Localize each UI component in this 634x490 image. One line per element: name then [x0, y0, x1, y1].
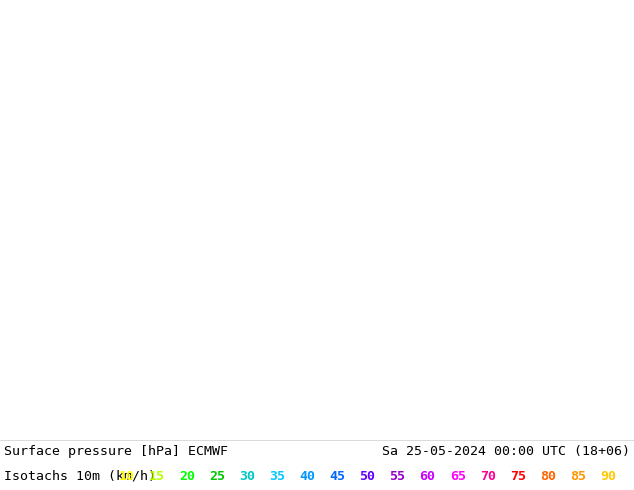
Text: 15: 15 — [149, 469, 165, 483]
Text: Isotachs 10m (km/h): Isotachs 10m (km/h) — [4, 469, 156, 483]
Text: Surface pressure [hPa] ECMWF: Surface pressure [hPa] ECMWF — [4, 444, 228, 458]
Text: 80: 80 — [540, 469, 556, 483]
Text: 90: 90 — [600, 469, 616, 483]
Text: 70: 70 — [480, 469, 496, 483]
Text: 50: 50 — [359, 469, 375, 483]
Text: Sa 25-05-2024 00:00 UTC (18+06): Sa 25-05-2024 00:00 UTC (18+06) — [382, 444, 630, 458]
Text: 55: 55 — [389, 469, 406, 483]
Text: 10: 10 — [119, 469, 135, 483]
Text: 85: 85 — [570, 469, 586, 483]
Text: 30: 30 — [239, 469, 256, 483]
Text: 40: 40 — [299, 469, 315, 483]
Text: 60: 60 — [420, 469, 436, 483]
Text: 25: 25 — [209, 469, 225, 483]
Text: 35: 35 — [269, 469, 285, 483]
Text: 20: 20 — [179, 469, 195, 483]
Text: 65: 65 — [450, 469, 465, 483]
Text: 75: 75 — [510, 469, 526, 483]
Text: 45: 45 — [330, 469, 346, 483]
